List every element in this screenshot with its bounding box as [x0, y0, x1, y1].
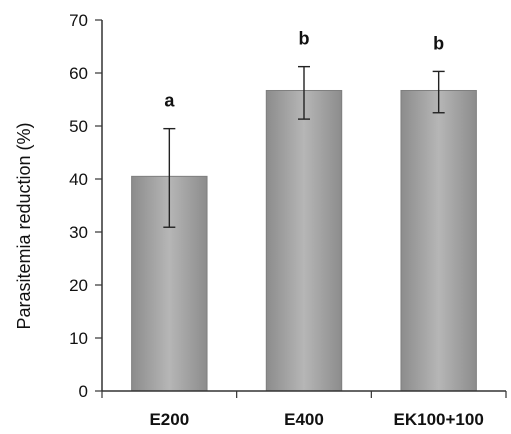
bar-e400: [265, 89, 343, 392]
y-tick-label: 40: [69, 170, 88, 189]
bar-series: [131, 89, 477, 392]
y-axis: 0 10 20 30 40 50 60 70: [69, 11, 103, 401]
x-tick-label: E400: [284, 410, 324, 429]
y-tick-label: 50: [69, 117, 88, 136]
significance-label: a: [164, 91, 175, 111]
y-tick-label: 10: [69, 329, 88, 348]
x-tick-label: EK100+100: [394, 410, 484, 429]
y-tick-label: 20: [69, 276, 88, 295]
y-axis-label: Parasitemia reduction (%): [14, 122, 34, 329]
significance-label: b: [433, 33, 444, 53]
y-tick-label: 60: [69, 64, 88, 83]
x-tick-label: E200: [149, 410, 189, 429]
x-axis: E200 E400 EK100+100: [101, 390, 507, 429]
error-bars: [163, 65, 445, 228]
y-tick-label: 30: [69, 223, 88, 242]
significance-label: b: [299, 29, 310, 49]
bar-ek100-100: [400, 89, 477, 392]
y-tick-label: 70: [69, 11, 88, 30]
significance-labels: a b b: [164, 29, 444, 111]
y-tick-label: 0: [79, 382, 88, 401]
